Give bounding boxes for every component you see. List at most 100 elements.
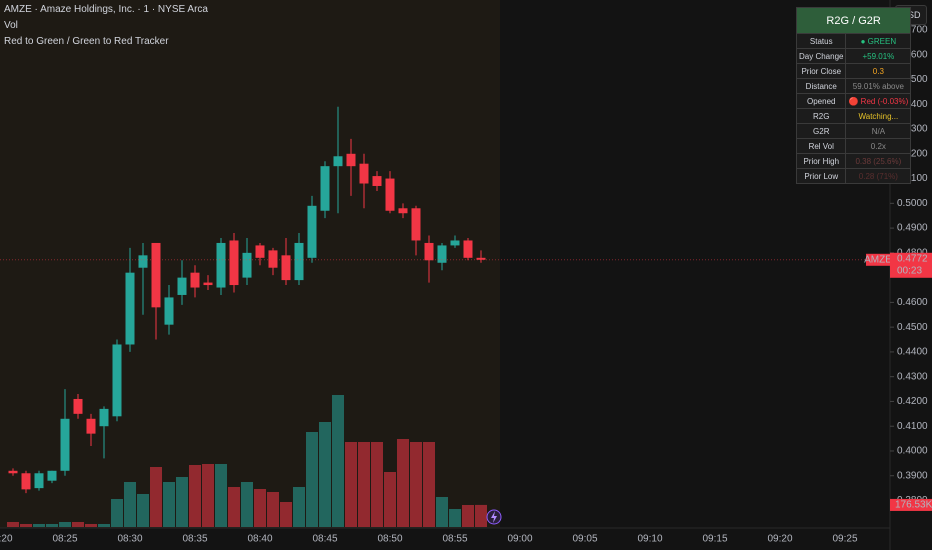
price-tag-bg [890,252,932,278]
row-label: Status [795,33,847,49]
y-tick-label: 0.5600 [897,49,928,60]
y-tick-label: 0.4200 [897,396,928,407]
volume-bar [345,442,357,527]
volume-bar [397,439,409,527]
candle-body [8,470,18,474]
candle-body [99,408,109,427]
candle-body [255,245,265,258]
candle-body [203,282,213,286]
volume-bar [306,432,318,527]
plot: 0.38000.39000.40000.41000.42000.43000.44… [0,25,932,545]
volume-bar [150,467,162,527]
row-value: 59.01% above [845,78,912,94]
y-tick-label: 0.5700 [897,25,928,36]
candle-body [112,344,122,417]
x-tick-label: 08:45 [312,534,337,545]
volume-bar [436,497,448,527]
volume-tag-bg [890,498,932,511]
candle-body [437,245,447,263]
y-tick-label: 0.5100 [897,173,928,184]
volume-bar [371,442,383,527]
volume-bar [241,482,253,527]
tracker-table: R2G / G2R Status ● GREEN Day Change +59.01%… [795,7,912,184]
indicator-legend: Red to Green / Green to Red Tracker [4,36,169,47]
row-label: Opened [795,93,847,109]
x-tick-label: 08:40 [247,534,272,545]
row-label: Prior High [795,153,847,169]
y-tick-label: 0.4000 [897,446,928,457]
volume-bar [280,502,292,527]
candle-body [320,166,330,211]
candle-body [177,277,187,295]
candle-body [424,242,434,261]
volume-bar [215,464,227,527]
volume-legend: Vol [4,20,18,31]
x-tick-label: 08:35 [182,534,207,545]
row-value: +59.01% [845,48,912,64]
y-tick-label: 0.4100 [897,421,928,432]
row-label: Rel Vol [795,138,847,154]
candle-body [47,470,57,481]
volume-bar [449,509,461,527]
volume-bar [423,442,435,527]
y-tick-label: 0.4600 [897,297,928,308]
volume-bar [332,395,344,527]
volume-bar [33,524,45,527]
candle-body [190,272,200,288]
row-value: 0.3 [845,63,912,79]
candle-body [450,240,460,246]
volume-bar [20,524,32,527]
y-tick-label: 0.4500 [897,322,928,333]
row-label: G2R [795,123,847,139]
candle-body [216,242,226,288]
x-tick-label: 09:25 [832,534,857,545]
volume-bar [111,499,123,527]
row-label: Prior Close [795,63,847,79]
candle-body [372,176,382,186]
candle-body [411,208,421,241]
volume-bar [228,487,240,527]
candle-body [73,398,83,414]
candle-body [242,252,252,278]
row-value: 0.2x [845,138,912,154]
candle-body [294,242,304,281]
candle-body [359,163,369,184]
row-label: Distance [795,78,847,94]
volume-bar [319,422,331,527]
table-title: R2G / G2R [795,7,912,34]
x-tick-label: 08:20 [0,534,13,545]
candle-body [164,297,174,325]
y-tick-label: 0.3900 [897,470,928,481]
row-value: ● GREEN [845,33,912,49]
candle-body [333,156,343,167]
y-tick-label: 0.5000 [897,198,928,209]
x-tick-label: 08:30 [117,534,142,545]
table-row: Prior Close 0.3 [795,63,912,79]
symbol-tag-bg [866,253,890,266]
symbol-title: AMZE · Amaze Holdings, Inc. · 1 · NYSE A… [4,4,208,15]
lightning-glyph [491,511,497,523]
candle-body [281,255,291,281]
candle-body [463,240,473,258]
candle-body [34,473,44,489]
candle-body [60,418,70,471]
volume-bar [293,487,305,527]
y-tick-label: 0.5200 [897,148,928,159]
volume-bar [59,522,71,527]
y-tick-label: 0.5500 [897,74,928,85]
volume-bar [137,494,149,527]
volume-bar [98,524,110,527]
candle-body [385,178,395,211]
row-value: 0.28 (71%) [845,168,912,184]
row-label: R2G [795,108,847,124]
volume-bar [475,504,487,527]
table-row: Prior High 0.38 (25.6%) [795,153,912,169]
volume-bar [46,524,58,527]
countdown: 00:23 [897,265,922,276]
candle-body [21,473,31,490]
row-label: Day Change [795,48,847,64]
candle-body [268,250,278,268]
volume-bar [384,472,396,527]
